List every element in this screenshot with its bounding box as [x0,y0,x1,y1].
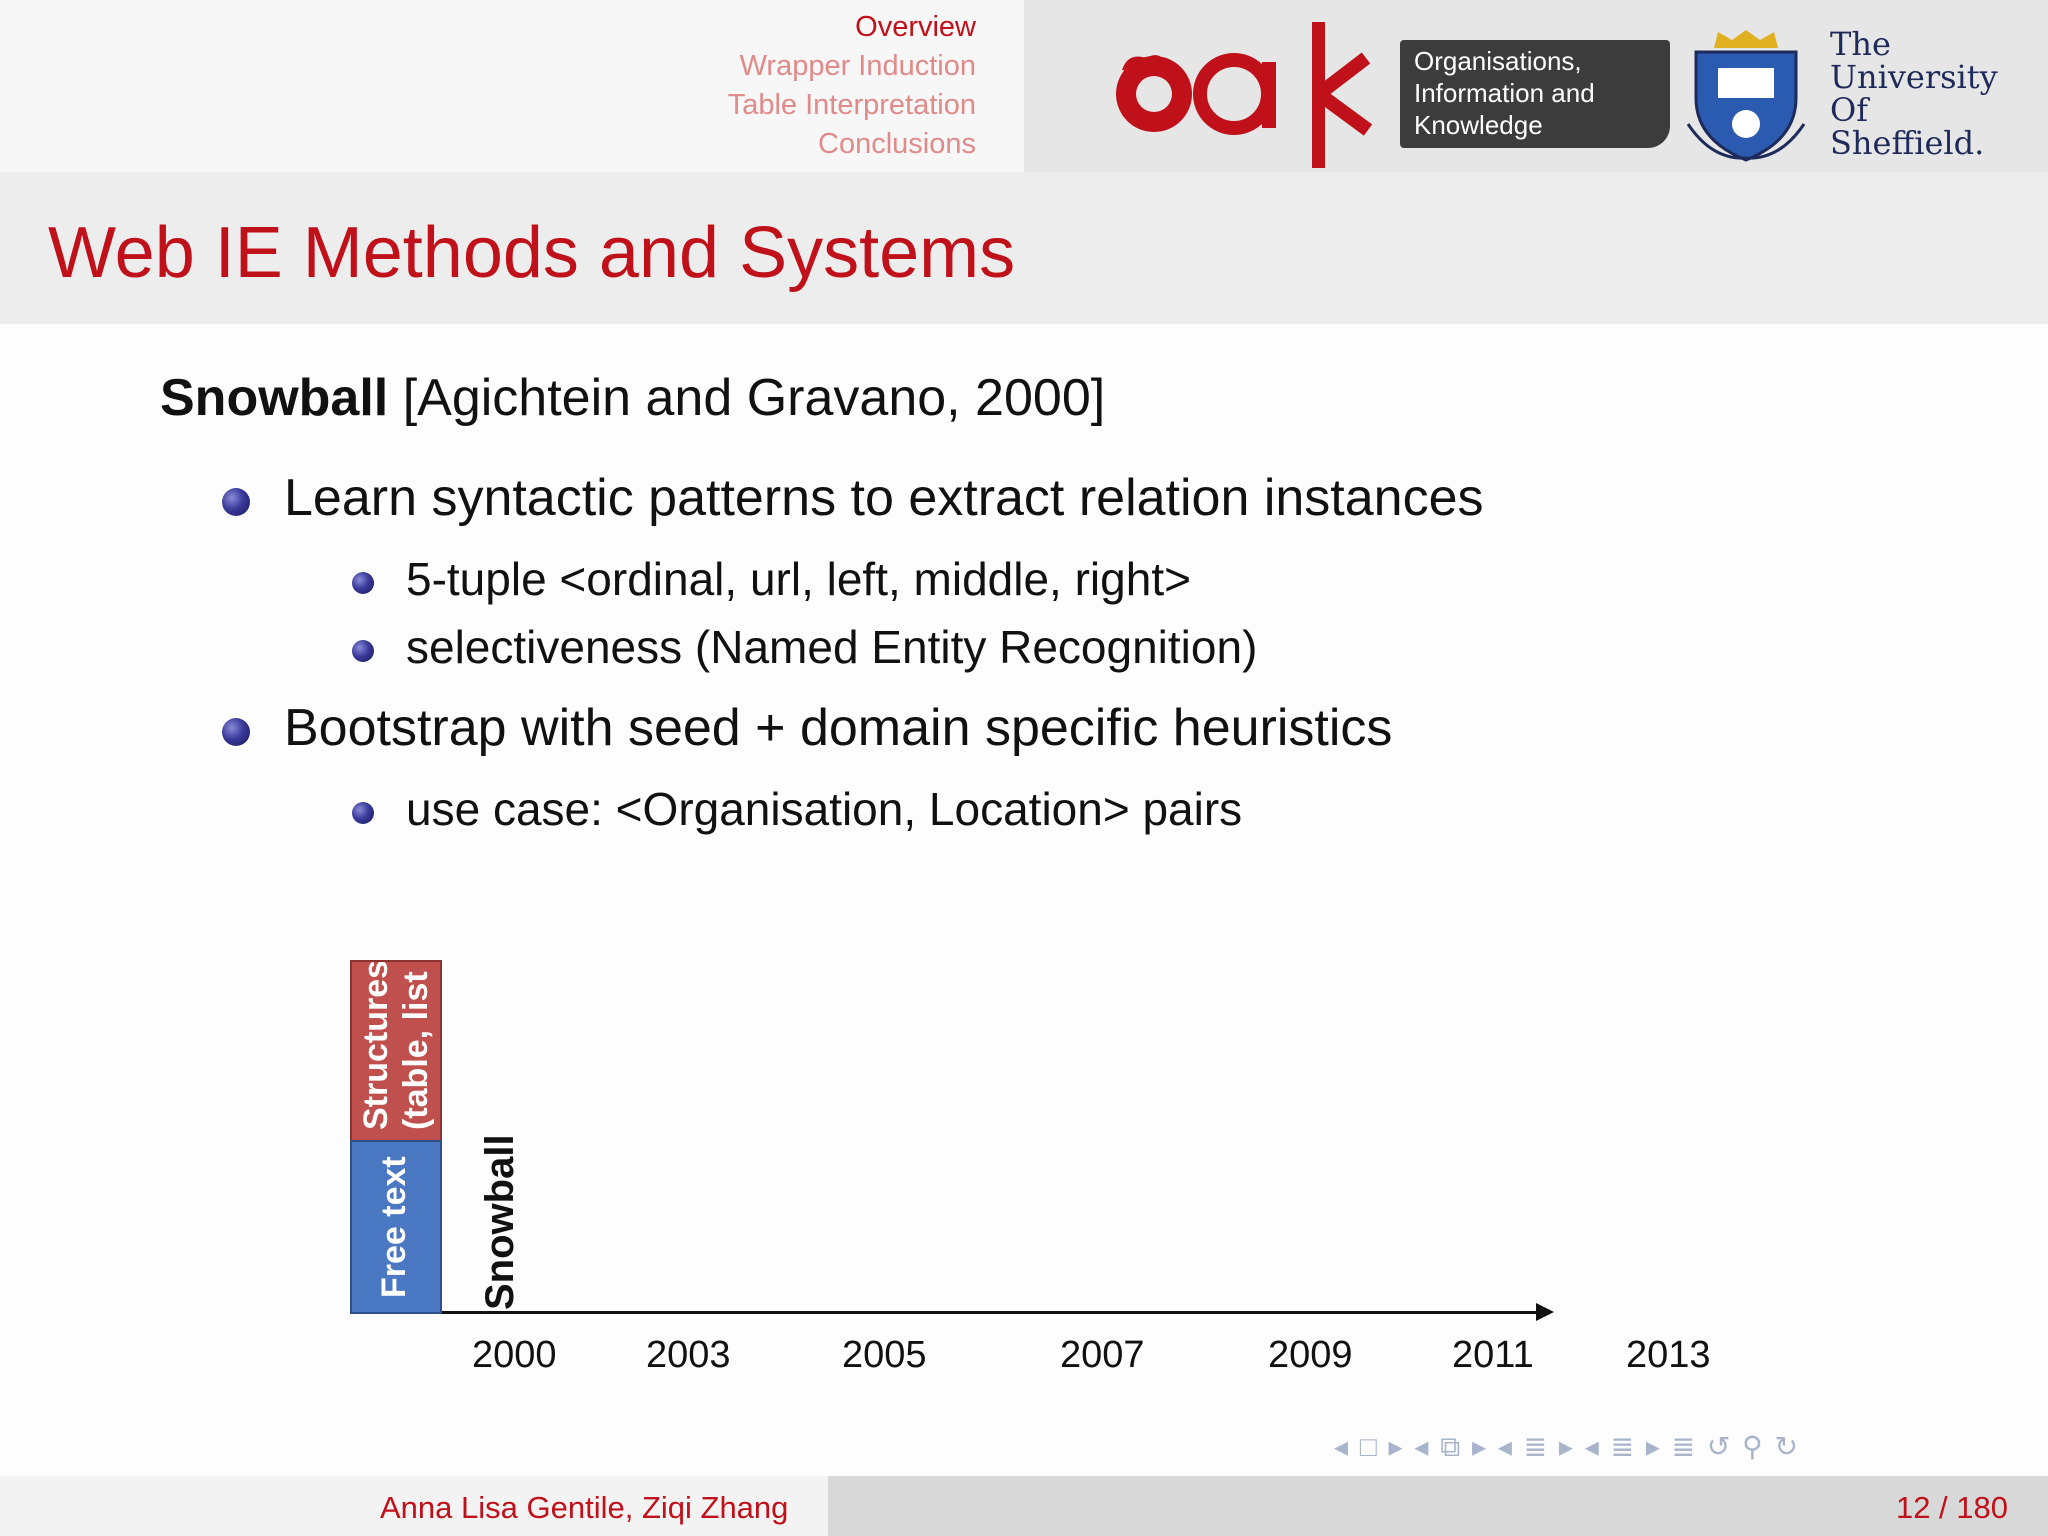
redo-icon[interactable]: ↻ [1774,1431,1800,1462]
undo-icon[interactable]: ↺ [1706,1431,1733,1462]
oak-tagline-line1: Organisations, [1414,46,1582,76]
university-crest-icon [1686,30,1806,162]
section-navigation: Overview Wrapper Induction Table Interpr… [728,8,976,164]
nav-appendix-icon[interactable]: ≣ [1671,1431,1707,1462]
event-label-text: Snowball [478,1134,522,1310]
bullet-ball-icon [222,488,250,516]
university-name: The University Of Sheffield. [1830,28,1998,160]
sub-bullet-item: 5-tuple <ordinal, url, left, middle, rig… [406,553,1191,605]
footer-author: Anna Lisa Gentile, Ziqi Zhang [380,1490,789,1525]
beamer-navigation: ◂ □ ▸ ◂ ⧉ ▸ ◂ ≣ ▸ ◂ ≣ ▸ ≣ ↺ ⚲ ↻ [1334,1430,1800,1464]
nav-frame-icon[interactable]: ◂ ⧉ ▸ [1414,1431,1489,1462]
sub-bullet-ball-icon [352,640,374,662]
toc-item-overview[interactable]: Overview [855,11,976,43]
category-free-text-label: Free text [375,1156,413,1298]
footer-page-number: 12 / 180 [1895,1490,2008,1525]
bullet-item: Learn syntactic patterns to extract rela… [284,469,1484,527]
oak-tagline-line2: Information and [1414,78,1595,108]
category-free-text-bar: Free text [350,1140,442,1314]
system-heading: Snowball [Agichtein and Gravano, 2000] [160,368,1105,428]
bullet-item: Bootstrap with seed + domain specific he… [284,699,1393,757]
nav-subsection-icon[interactable]: ◂ ≣ ▸ [1584,1431,1662,1462]
toc-item-table-interpretation[interactable]: Table Interpretation [727,89,976,121]
system-name: Snowball [160,369,389,427]
toc-item-wrapper-induction[interactable]: Wrapper Induction [739,50,976,82]
year-label: 2007 [1060,1334,1145,1376]
oak-logo [1116,22,1373,168]
year-label: 2011 [1452,1334,1534,1376]
year-label: 2005 [842,1334,927,1376]
bullet-ball-icon [222,718,250,746]
oak-tagline: Organisations, Information and Knowledge [1400,40,1670,148]
year-label: 2003 [646,1334,731,1376]
timeline-axis [442,1311,1540,1314]
category-structures-label: Structures (table, list [356,960,436,1130]
sub-bullet-ball-icon [352,802,374,824]
category-structures-bar: Structures (table, list [350,960,442,1142]
university-name-line4: Sheffield. [1830,124,1985,162]
title-band [0,172,2048,324]
university-name-line2: University [1830,58,1998,96]
slide-body [0,324,2048,1476]
sub-bullet-item: selectiveness (Named Entity Recognition) [406,621,1258,673]
footer-right [828,1476,2048,1536]
category-structures-label-line2: (table, list [397,971,435,1130]
oak-tagline-line3: Knowledge [1414,110,1543,140]
year-label: 2013 [1626,1334,1711,1376]
footer-left [0,1476,828,1536]
slide-title: Web IE Methods and Systems [48,213,1016,293]
university-name-line1: The [1830,25,1891,63]
university-name-line3: Of [1830,91,1869,129]
header-left-panel [0,0,1024,172]
sub-bullet-ball-icon [352,572,374,594]
timeline-arrow-icon [1536,1303,1554,1321]
search-icon[interactable]: ⚲ [1742,1431,1765,1462]
year-label: 2000 [472,1334,557,1376]
citation: [Agichtein and Gravano, 2000] [402,369,1106,427]
year-label: 2009 [1268,1334,1353,1376]
category-structures-label-line1: Structures [357,960,395,1130]
nav-section-icon[interactable]: ◂ ≣ ▸ [1497,1431,1575,1462]
toc-item-conclusions[interactable]: Conclusions [818,128,976,160]
sub-bullet-item: use case: <Organisation, Location> pairs [406,783,1243,835]
nav-first-icon[interactable]: ◂ □ ▸ [1334,1431,1405,1462]
